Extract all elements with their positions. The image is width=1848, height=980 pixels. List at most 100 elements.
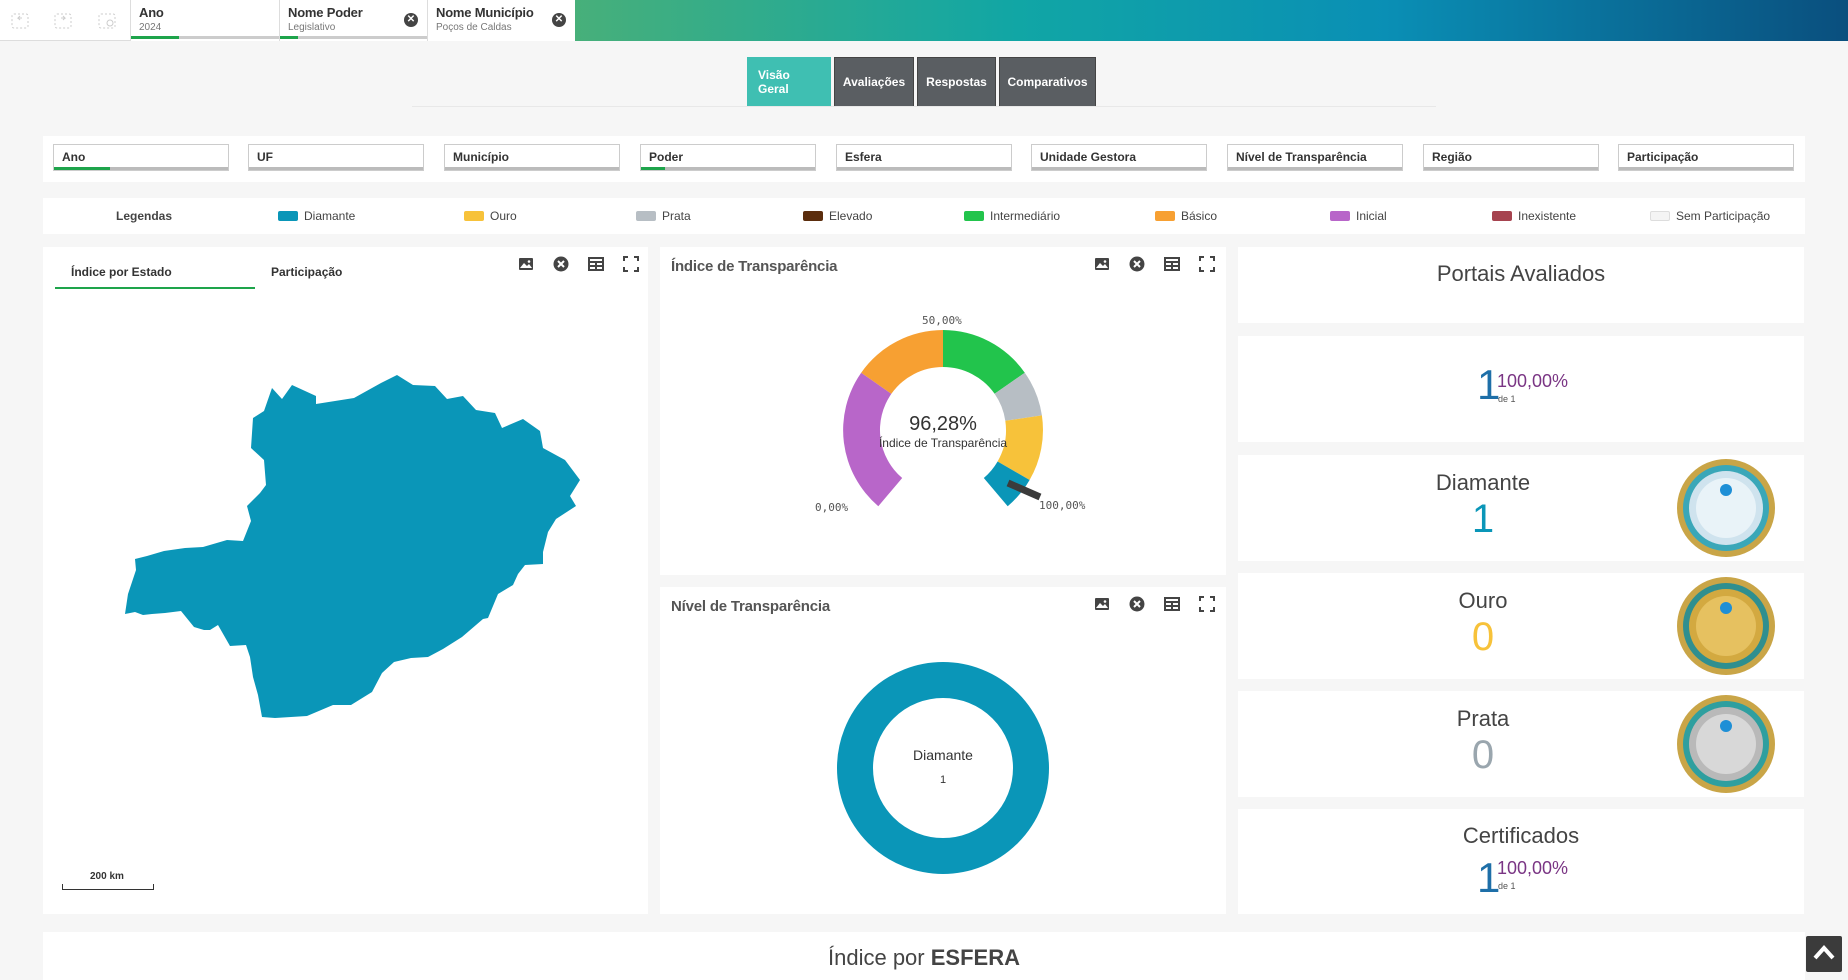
clear-selections-icon[interactable] xyxy=(97,13,117,29)
gauge-caption: Índice de Transparência xyxy=(878,436,1008,450)
selection-value: 2024 xyxy=(139,22,162,33)
level-donut[interactable] xyxy=(660,587,1226,914)
legend-item-diamante: Diamante xyxy=(278,209,355,223)
portais-of: de 1 xyxy=(1498,394,1516,404)
table-icon[interactable] xyxy=(1163,255,1181,273)
section-title: Índice por ESFERA xyxy=(43,945,1805,971)
certificados-count: 1 xyxy=(1477,854,1501,901)
image-icon[interactable] xyxy=(517,255,535,273)
selection-nome-poder[interactable]: Nome Poder Legislativo ✕ xyxy=(279,0,428,41)
tab-avaliacoes[interactable]: Avaliações xyxy=(834,57,914,107)
map-panel: Índice por Estado Participação 200 km xyxy=(43,247,648,914)
selection-ano[interactable]: Ano 2024 xyxy=(130,0,280,41)
filter-progress xyxy=(1228,167,1402,170)
filter-ano[interactable]: Ano xyxy=(53,144,229,171)
state-shape[interactable] xyxy=(125,375,580,718)
legend-item-inicial: Inicial xyxy=(1330,209,1387,223)
filter-label: Ano xyxy=(62,150,86,164)
diamante-card: Diamante 1 xyxy=(1238,455,1804,561)
prata-count: 0 xyxy=(1471,733,1495,777)
certificados-of: de 1 xyxy=(1498,881,1516,891)
gauge-segment-inicial xyxy=(843,372,903,507)
clear-selection-icon[interactable]: ✕ xyxy=(552,13,566,27)
selection-progress xyxy=(131,36,280,39)
clear-selection-icon[interactable]: ✕ xyxy=(404,13,418,27)
undo-icon[interactable] xyxy=(10,13,30,29)
legend-item-inexistente: Inexistente xyxy=(1492,209,1576,223)
filter-municipio[interactable]: Município xyxy=(444,144,620,171)
state-map[interactable] xyxy=(43,247,648,914)
level-panel: Nível de Transparência Diamante 1 xyxy=(660,587,1226,914)
section-title-prefix: Índice por xyxy=(828,945,931,970)
legend-row: Legendas Diamante Ouro Prata Elevado Int… xyxy=(43,198,1805,234)
filter-regiao[interactable]: Região xyxy=(1423,144,1599,171)
tab-indice-por-estado[interactable]: Índice por Estado xyxy=(55,261,255,289)
legend-item-intermediario: Intermediário xyxy=(964,209,1060,223)
filter-label: Nível de Transparência xyxy=(1236,150,1367,164)
filter-unidade-gestora[interactable]: Unidade Gestora xyxy=(1031,144,1207,171)
certificados-percent: 100,00% xyxy=(1497,858,1569,878)
gauge-label-min: 0,00% xyxy=(815,501,849,514)
gauge-segment-ouro xyxy=(997,415,1043,480)
gauge-segment-diamante xyxy=(983,461,1030,507)
donut-center-value: 1 xyxy=(939,774,947,786)
legend-item-elevado: Elevado xyxy=(803,209,872,223)
scroll-to-top-button[interactable] xyxy=(1806,936,1842,972)
section-title-strong: ESFERA xyxy=(930,945,1020,970)
ouro-count: 0 xyxy=(1471,615,1495,659)
transparency-gauge[interactable] xyxy=(660,247,1226,575)
close-icon[interactable] xyxy=(1128,255,1146,273)
filter-progress xyxy=(445,167,619,170)
fullscreen-icon[interactable] xyxy=(1198,255,1216,273)
map-scale: 200 km xyxy=(62,871,154,890)
close-icon[interactable] xyxy=(552,255,570,273)
filter-nivel-transparencia[interactable]: Nível de Transparência xyxy=(1227,144,1403,171)
certificados-card: Certificados 1 100,00% de 1 xyxy=(1238,809,1804,914)
selection-title: Ano xyxy=(139,5,164,20)
tab-visao-geral[interactable]: Visão Geral xyxy=(747,57,831,107)
filter-label: Poder xyxy=(649,150,684,164)
filter-row: Ano UF Município Poder Esfera Unidade Ge… xyxy=(43,136,1805,182)
filter-progress xyxy=(1424,167,1598,170)
portais-count: 1 xyxy=(1477,361,1501,408)
image-icon[interactable] xyxy=(1093,255,1111,273)
diamante-label: Diamante xyxy=(1435,470,1531,495)
tabs-divider xyxy=(412,106,1436,107)
gauge-panel-toolbar xyxy=(1093,255,1216,273)
tab-respostas[interactable]: Respostas xyxy=(917,57,996,107)
selection-value: Legislativo xyxy=(288,22,336,33)
legend-item-prata: Prata xyxy=(636,209,691,223)
diamante-count: 1 xyxy=(1471,497,1495,541)
donut-segment-diamante[interactable] xyxy=(837,662,1049,874)
close-icon[interactable] xyxy=(1128,595,1146,613)
image-icon[interactable] xyxy=(1093,595,1111,613)
filter-esfera[interactable]: Esfera xyxy=(836,144,1012,171)
selection-nome-municipio[interactable]: Nome Município Poços de Caldas ✕ xyxy=(427,0,575,41)
filter-label: Município xyxy=(453,150,509,164)
selection-value: Poços de Caldas xyxy=(436,22,512,33)
filter-uf[interactable]: UF xyxy=(248,144,424,171)
filter-progress xyxy=(249,167,423,170)
gauge-segment-prata xyxy=(994,372,1042,421)
selection-bar-left: Ano 2024 Nome Poder Legislativo ✕ Nome M… xyxy=(0,0,575,41)
filter-poder[interactable]: Poder xyxy=(640,144,816,171)
selection-title: Nome Município xyxy=(436,5,534,20)
table-icon[interactable] xyxy=(1163,595,1181,613)
selection-progress xyxy=(280,36,428,39)
redo-icon[interactable] xyxy=(53,13,73,29)
filter-progress xyxy=(837,167,1011,170)
diamond-medal-icon xyxy=(1677,459,1775,557)
tab-comparativos[interactable]: Comparativos xyxy=(999,57,1096,107)
tab-participacao[interactable]: Participação xyxy=(271,265,343,279)
fullscreen-icon[interactable] xyxy=(622,255,640,273)
filter-progress xyxy=(1619,167,1793,170)
portais-count-card: 1 100,00% de 1 xyxy=(1238,336,1804,442)
selection-bar: Ano 2024 Nome Poder Legislativo ✕ Nome M… xyxy=(0,0,1848,41)
table-icon[interactable] xyxy=(587,255,605,273)
ouro-label: Ouro xyxy=(1458,588,1508,613)
prata-label: Prata xyxy=(1456,706,1510,731)
map-tabs: Índice por Estado Participação xyxy=(55,261,455,289)
gold-medal-icon xyxy=(1677,577,1775,675)
filter-participacao[interactable]: Participação xyxy=(1618,144,1794,171)
fullscreen-icon[interactable] xyxy=(1198,595,1216,613)
